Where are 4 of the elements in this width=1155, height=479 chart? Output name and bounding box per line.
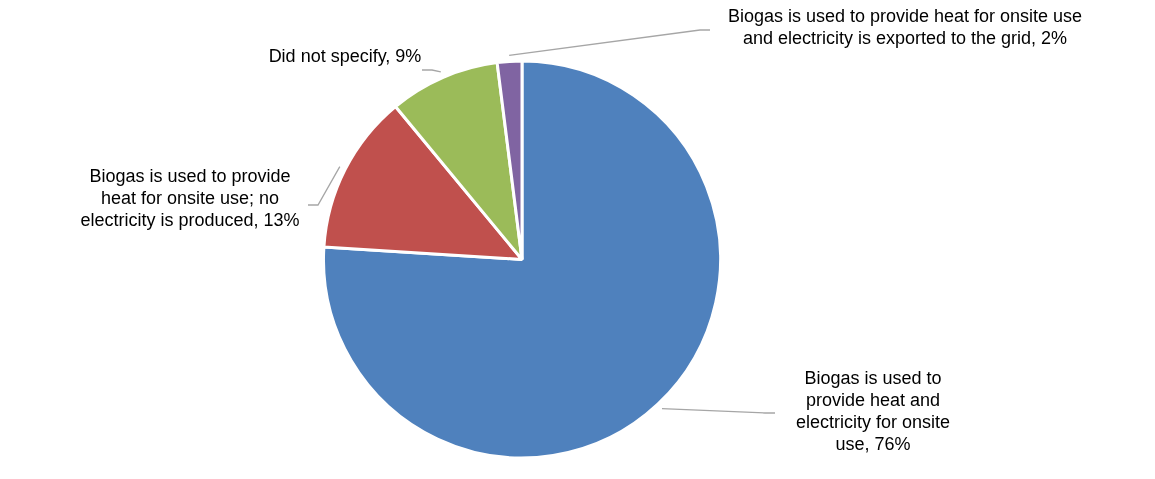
slice-label: Biogas is used to provide heat for onsite use; no electricity is produced, 13% — [80, 165, 300, 230]
slice-label: Biogas is used to provide heat and electricity for onsite use, 76% — [795, 367, 951, 454]
slice-label: Biogas is used to provide heat for onsite use and electricity is exported to the grid, 2% — [727, 5, 1083, 48]
slice-label: Did not specify, 9% — [268, 45, 422, 66]
